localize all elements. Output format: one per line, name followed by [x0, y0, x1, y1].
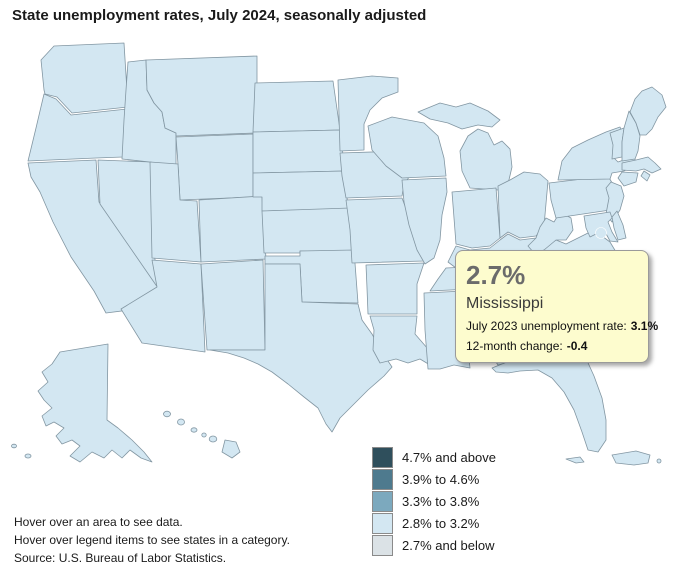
state-wyoming[interactable]: [175, 133, 254, 201]
state-indiana[interactable]: [451, 187, 501, 249]
legend-swatch-icon: [372, 512, 393, 534]
state-north-dakota[interactable]: [252, 80, 341, 133]
state-nebraska[interactable]: [252, 170, 349, 212]
territory-puerto-rico-islet[interactable]: [656, 458, 662, 464]
state-hawaii-oahu[interactable]: [177, 418, 185, 426]
state-hawaii-kauai[interactable]: [163, 410, 171, 418]
states-group: [11, 42, 667, 466]
state-michigan[interactable]: [459, 128, 513, 191]
state-arkansas[interactable]: [365, 262, 425, 315]
legend-swatch-icon: [372, 468, 393, 490]
state-maryland[interactable]: [583, 211, 619, 243]
state-wisconsin[interactable]: [367, 116, 447, 179]
state-hawaii-big-island[interactable]: [221, 439, 241, 459]
map-tooltip: 2.7% Mississippi July 2023 unemployment …: [455, 250, 658, 363]
page-title: State unemployment rates, July 2024, sea…: [12, 7, 427, 24]
state-rhode-island[interactable]: [640, 170, 651, 182]
legend-item-2.7-and-below[interactable]: 2.7% and below: [372, 534, 496, 556]
state-massachusetts[interactable]: [621, 156, 662, 174]
state-hawaii-maui[interactable]: [208, 435, 218, 443]
legend-swatch-icon: [372, 446, 393, 468]
state-alaska-aleutian-island[interactable]: [24, 453, 32, 459]
state-kansas[interactable]: [261, 207, 354, 254]
legend-swatch-icon: [372, 490, 393, 512]
legend-item-2.8-to-3.2[interactable]: 2.8% to 3.2%: [372, 512, 496, 534]
note-hover-area: Hover over an area to see data.: [14, 515, 183, 529]
state-connecticut[interactable]: [617, 171, 639, 187]
state-hawaii-molokai[interactable]: [190, 427, 198, 433]
state-delaware[interactable]: [611, 210, 627, 241]
state-colorado[interactable]: [198, 195, 267, 263]
tooltip-change-value: -0.4: [566, 338, 588, 353]
state-utah[interactable]: [149, 161, 202, 263]
tooltip-state-name: Mississippi: [466, 294, 544, 312]
tooltip-previous-rate-label: July 2023 unemployment rate:: [466, 318, 627, 333]
state-alaska[interactable]: [37, 343, 153, 463]
state-alaska-aleutian-island[interactable]: [11, 443, 17, 449]
map-legend: 4.7% and above 3.9% to 4.6% 3.3% to 3.8%…: [372, 446, 496, 557]
legend-item-3.3-to-3.8[interactable]: 3.3% to 3.8%: [372, 490, 496, 512]
state-new-jersey[interactable]: [605, 181, 625, 223]
state-florida-keys[interactable]: [565, 456, 585, 464]
state-hawaii-lanai[interactable]: [201, 432, 207, 438]
legend-label: 2.7% and below: [402, 537, 495, 553]
territory-puerto-rico[interactable]: [611, 450, 651, 466]
state-california[interactable]: [27, 159, 163, 314]
tooltip-previous-rate-value: 3.1%: [630, 318, 659, 333]
legend-item-4.7-and-above[interactable]: 4.7% and above: [372, 446, 496, 468]
footer-notes: Hover over an area to see data. Hover ov…: [14, 513, 290, 567]
state-new-mexico[interactable]: [200, 259, 266, 351]
state-south-dakota[interactable]: [252, 129, 346, 174]
tooltip-change-label: 12-month change:: [466, 338, 563, 353]
state-texas[interactable]: [209, 263, 393, 433]
tooltip-change-line: 12-month change: -0.4: [466, 339, 642, 353]
state-illinois[interactable]: [401, 177, 448, 265]
legend-swatch-icon: [372, 534, 393, 556]
legend-label: 3.3% to 3.8%: [402, 493, 480, 509]
state-michigan-upper-peninsula[interactable]: [417, 102, 501, 130]
legend-label: 2.8% to 3.2%: [402, 515, 480, 531]
legend-item-3.9-to-4.6[interactable]: 3.9% to 4.6%: [372, 468, 496, 490]
note-source: Source: U.S. Bureau of Labor Statistics.: [14, 551, 227, 565]
state-minnesota[interactable]: [337, 75, 399, 152]
tooltip-previous-rate-line: July 2023 unemployment rate: 3.1%: [466, 318, 658, 333]
tooltip-rate-value: 2.7%: [466, 260, 526, 290]
legend-label: 4.7% and above: [402, 449, 496, 465]
note-hover-legend: Hover over legend items to see states in…: [14, 533, 290, 547]
legend-label: 3.9% to 4.6%: [402, 471, 480, 487]
state-maine[interactable]: [629, 86, 667, 136]
state-district-of-columbia[interactable]: [595, 227, 607, 239]
